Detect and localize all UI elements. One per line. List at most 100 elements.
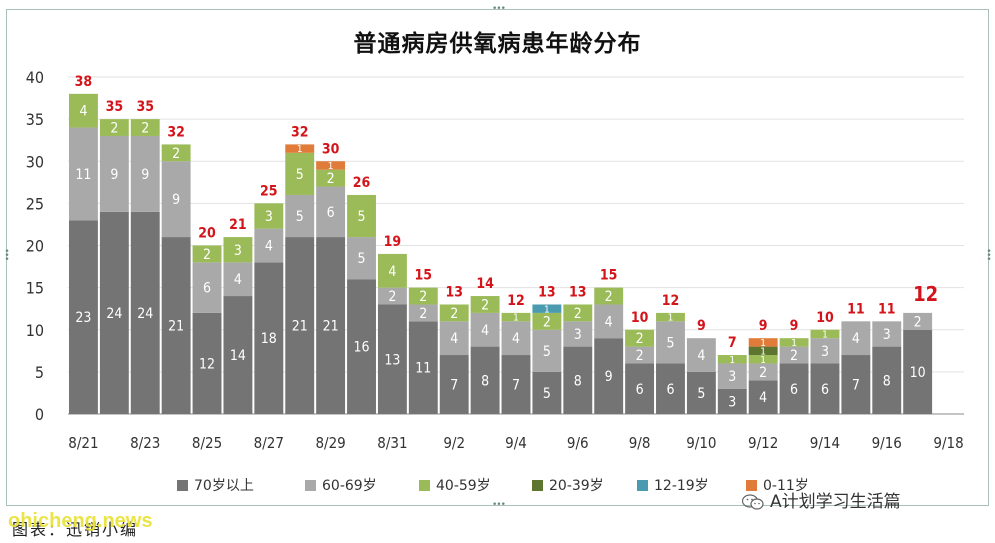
x-tick-label: 8/27 <box>254 434 284 452</box>
data-label: 7 <box>852 378 860 394</box>
legend-swatch <box>419 480 430 491</box>
data-label: 2 <box>388 289 396 305</box>
y-tick-label: 25 <box>26 194 44 213</box>
bar-segment <box>377 287 407 305</box>
x-tick-label: 9/12 <box>748 434 778 452</box>
data-label: 2 <box>574 306 582 322</box>
bar-segment <box>903 312 933 330</box>
data-label: 24 <box>106 306 122 322</box>
legend-swatch <box>177 480 188 491</box>
bar-segment <box>748 380 778 414</box>
data-label: 6 <box>636 382 644 398</box>
data-label: 6 <box>203 281 211 297</box>
total-label: 13 <box>569 284 587 300</box>
total-label: 35 <box>106 99 124 115</box>
total-label: 10 <box>816 310 834 326</box>
data-label: 2 <box>419 289 427 305</box>
bar-segment <box>285 152 315 195</box>
data-label: 5 <box>296 167 304 183</box>
bar-segment <box>656 321 685 364</box>
data-label: 5 <box>543 386 551 402</box>
data-label: 4 <box>759 390 767 406</box>
data-label: 4 <box>697 348 705 364</box>
data-label: 8 <box>883 373 891 389</box>
total-label: 20 <box>198 226 216 242</box>
bar-segment <box>439 355 469 414</box>
bar-segment <box>130 211 160 414</box>
bar-segment <box>594 338 624 414</box>
legend-item: 0-11岁 <box>746 475 809 495</box>
data-label: 18 <box>261 331 277 347</box>
total-label: 30 <box>322 141 340 157</box>
data-label: 3 <box>883 327 891 343</box>
x-tick-label: 8/21 <box>68 434 98 452</box>
bar-segment <box>316 169 346 187</box>
resize-handle-bottom[interactable]: ••• <box>492 500 506 510</box>
data-label: 7 <box>450 378 458 394</box>
bar-segment <box>717 388 747 414</box>
legend-label: 70岁以上 <box>194 478 254 494</box>
total-label: 35 <box>136 99 154 115</box>
bar-segment <box>254 203 284 229</box>
bar-segment <box>223 237 253 263</box>
data-label: 2 <box>419 306 427 322</box>
total-label: 12 <box>507 293 525 309</box>
bar-segment <box>192 312 222 414</box>
data-label: 5 <box>543 344 551 360</box>
data-label: 1 <box>822 330 828 341</box>
resize-handle-left[interactable]: • • • <box>4 247 9 265</box>
data-label: 6 <box>666 382 674 398</box>
bar-segment <box>439 304 469 322</box>
bar-segment <box>347 279 376 414</box>
bar-segment <box>501 321 531 356</box>
data-label: 1 <box>328 161 334 172</box>
legend-item: 70岁以上 <box>177 475 254 495</box>
bar-segment <box>254 228 284 263</box>
bar-segment <box>532 371 562 414</box>
bar-segment <box>285 144 315 153</box>
bar-segment <box>347 237 376 280</box>
data-label: 3 <box>821 344 829 360</box>
x-tick-label: 9/14 <box>810 434 840 452</box>
data-label: 2 <box>543 314 551 330</box>
legend-label: 12-19岁 <box>654 478 709 494</box>
data-label: 13 <box>384 352 400 368</box>
total-label: 15 <box>415 268 433 284</box>
total-label: 9 <box>697 318 706 334</box>
total-label: 7 <box>728 335 737 351</box>
total-label: 11 <box>847 301 865 317</box>
bar-segment <box>779 346 809 364</box>
data-label: 2 <box>636 348 644 364</box>
data-label: 4 <box>388 264 396 280</box>
bar-segment <box>810 363 840 414</box>
bar-segment <box>563 346 593 414</box>
bar-segment <box>161 237 191 414</box>
bar-segment <box>686 338 716 372</box>
total-label: 12 <box>913 282 938 306</box>
legend-label: 0-11岁 <box>763 478 809 494</box>
bar-segment <box>316 161 346 170</box>
data-label: 11 <box>75 167 91 183</box>
x-tick-label: 9/18 <box>933 434 963 452</box>
data-label: 4 <box>852 331 860 347</box>
data-label: 23 <box>75 310 91 326</box>
resize-handle-right[interactable]: • • • <box>986 247 991 265</box>
data-label: 9 <box>172 192 180 208</box>
bar-segment <box>192 245 222 263</box>
legend-label: 20-39岁 <box>549 478 604 494</box>
data-label: 24 <box>137 306 153 322</box>
y-tick-label: 15 <box>26 279 44 298</box>
bar-segment <box>130 135 160 212</box>
bar-segment <box>316 237 346 414</box>
data-label: 4 <box>605 314 613 330</box>
data-label: 3 <box>265 209 273 225</box>
data-label: 5 <box>358 251 366 267</box>
bar-segment <box>408 321 438 414</box>
bar-segment <box>99 135 129 212</box>
bar-segment <box>99 119 129 136</box>
total-label: 21 <box>229 217 247 233</box>
bar-segment <box>192 262 222 313</box>
data-label: 2 <box>110 121 118 137</box>
resize-handle-top[interactable]: ••• <box>492 4 506 14</box>
